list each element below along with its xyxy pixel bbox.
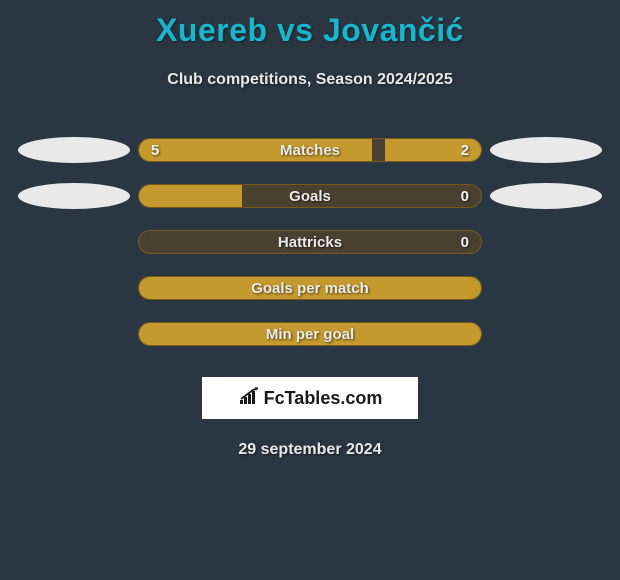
- player-left-oval: [18, 183, 130, 209]
- logo-text: FcTables.com: [264, 388, 383, 409]
- stat-rows: 5Matches2Goals0Hattricks0Goals per match…: [0, 127, 620, 357]
- stat-bar: Min per goal: [138, 322, 482, 346]
- oval-spacer: [18, 275, 130, 301]
- logo: FcTables.com: [238, 386, 383, 411]
- stat-row: Goals0: [0, 173, 620, 219]
- oval-spacer: [18, 229, 130, 255]
- stat-bar: Goals per match: [138, 276, 482, 300]
- player-right-oval: [490, 137, 602, 163]
- oval-spacer: [490, 275, 602, 301]
- stat-row: 5Matches2: [0, 127, 620, 173]
- stat-row: Min per goal: [0, 311, 620, 357]
- stat-label: Goals per match: [139, 277, 481, 299]
- stat-bar: 5Matches2: [138, 138, 482, 162]
- stat-right-value: 0: [461, 185, 469, 207]
- stat-label: Goals: [139, 185, 481, 207]
- stat-label: Hattricks: [139, 231, 481, 253]
- date-line: 29 september 2024: [0, 441, 620, 459]
- stat-right-value: 0: [461, 231, 469, 253]
- stat-label: Min per goal: [139, 323, 481, 345]
- oval-spacer: [18, 321, 130, 347]
- chart-icon: [238, 386, 262, 411]
- subtitle: Club competitions, Season 2024/2025: [0, 71, 620, 89]
- stat-bar: Hattricks0: [138, 230, 482, 254]
- oval-spacer: [490, 229, 602, 255]
- player-left-oval: [18, 137, 130, 163]
- stat-row: Goals per match: [0, 265, 620, 311]
- stat-label: Matches: [139, 139, 481, 161]
- logo-box: FcTables.com: [202, 377, 418, 419]
- stat-right-value: 2: [461, 139, 469, 161]
- oval-spacer: [490, 321, 602, 347]
- stat-bar: Goals0: [138, 184, 482, 208]
- page-title: Xuereb vs Jovančić: [0, 0, 620, 49]
- stat-row: Hattricks0: [0, 219, 620, 265]
- player-right-oval: [490, 183, 602, 209]
